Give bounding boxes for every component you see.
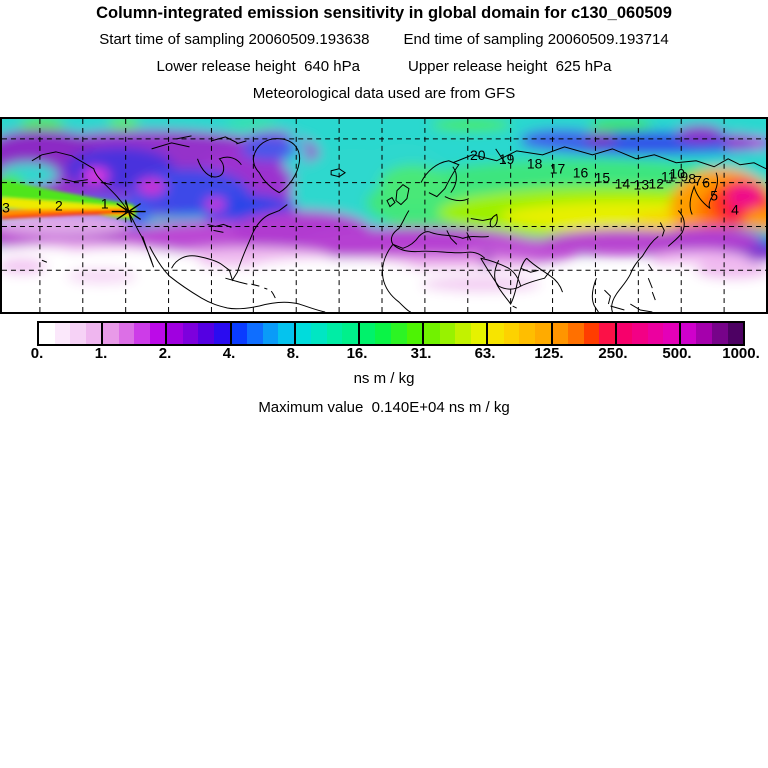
upper-release-label: Upper release height 625 hPa bbox=[408, 58, 612, 75]
trajectory-day-label: 11 bbox=[661, 169, 676, 185]
colorbar-tick-label: 1000. bbox=[722, 345, 760, 362]
colorbar-cell bbox=[696, 323, 712, 344]
colorbar-cell bbox=[247, 323, 263, 344]
colorbar-cell bbox=[165, 323, 183, 344]
colorbar-cell bbox=[326, 323, 343, 344]
graticule-gridlines bbox=[2, 119, 766, 312]
colorbar-cell bbox=[678, 323, 697, 344]
colorbar-tick-label: 31. bbox=[410, 345, 432, 362]
start-time-label: Start time of sampling 20060509.193638 bbox=[99, 31, 370, 48]
colorbar-cell bbox=[647, 323, 664, 344]
colorbar bbox=[37, 321, 745, 346]
colorbar-cell bbox=[278, 323, 294, 344]
colorbar-tick-label: 2. bbox=[158, 345, 172, 362]
colorbar-cell bbox=[101, 323, 119, 344]
lower-release-label: Lower release height 640 hPa bbox=[156, 58, 360, 75]
trajectory-day-label: 16 bbox=[573, 165, 589, 181]
colorbar-tick-labels: 0. 1. 2. 4. 8. 16. 31. 63. 125. 250. 500. 1000. bbox=[31, 345, 760, 363]
trajectory-day-label: 6 bbox=[702, 175, 710, 191]
colorbar-units-label: ns m / kg bbox=[353, 370, 415, 387]
colorbar-cell bbox=[149, 323, 166, 344]
trajectory-day-label: 20 bbox=[470, 147, 486, 163]
colorbar-tick-label: 500. bbox=[662, 345, 692, 362]
colorbar-cell bbox=[406, 323, 423, 344]
trajectory-day-label: 5 bbox=[710, 188, 718, 204]
sampling-time-row: Start time of sampling 20060509.193638 E… bbox=[0, 31, 768, 48]
colorbar-tick-label: 16. bbox=[346, 345, 368, 362]
colorbar-cell bbox=[342, 323, 358, 344]
trajectory-day-label: 1 bbox=[101, 196, 109, 212]
end-time-label: End time of sampling 20060509.193714 bbox=[403, 31, 669, 48]
colorbar-cell bbox=[134, 323, 150, 344]
colorbar-cell bbox=[503, 323, 520, 344]
trajectory-day-label: 2 bbox=[55, 198, 63, 214]
colorbar-cell bbox=[470, 323, 487, 344]
colorbar-tick-label: 125. bbox=[534, 345, 564, 362]
trajectory-day-label: 9 bbox=[680, 169, 688, 185]
sensitivity-map: 1 2 3 4 5 6 7 8 9 10 11 12 13 14 15 16 17 18 19 20 bbox=[0, 117, 768, 314]
colorbar-cell bbox=[568, 323, 584, 344]
colorbar-tick-label: 1. bbox=[94, 345, 108, 362]
colorbar-cell bbox=[519, 323, 535, 344]
colorbar-tick-label: 63. bbox=[474, 345, 496, 362]
max-value-label: Maximum value 0.140E+04 ns m / kg bbox=[258, 399, 510, 416]
colorbar-cell bbox=[375, 323, 392, 344]
colorbar-cell bbox=[422, 323, 440, 344]
colorbar-cell bbox=[293, 323, 312, 344]
colorbar-cell bbox=[727, 323, 744, 344]
colorbar-cell bbox=[534, 323, 551, 344]
colorbar-cell bbox=[229, 323, 248, 344]
trajectory-day-label: 3 bbox=[2, 200, 10, 216]
met-data-label: Meteorological data used are from GFS bbox=[252, 85, 516, 102]
colorbar-cell bbox=[198, 323, 215, 344]
colorbar-cell bbox=[39, 323, 55, 344]
colorbar-cell bbox=[118, 323, 135, 344]
colorbar-tick-label: 4. bbox=[222, 345, 236, 362]
colorbar-cell bbox=[262, 323, 279, 344]
colorbar-tick-label: 8. bbox=[286, 345, 300, 362]
colorbar-cell bbox=[391, 323, 407, 344]
trajectory-day-label: 14 bbox=[615, 176, 631, 192]
colorbar-cell bbox=[70, 323, 86, 344]
trajectory-day-label: 19 bbox=[499, 151, 515, 167]
trajectory-day-label: 10 bbox=[669, 166, 685, 182]
colorbar-cell bbox=[599, 323, 615, 344]
colorbar-cell bbox=[614, 323, 633, 344]
colorbar-tick-label: 0. bbox=[30, 345, 44, 362]
trajectory-day-label: 12 bbox=[649, 176, 665, 192]
colorbar-cell bbox=[486, 323, 504, 344]
trajectory-day-label: 13 bbox=[634, 177, 650, 193]
colorbar-cell bbox=[439, 323, 456, 344]
trajectory-day-label: 7 bbox=[694, 173, 702, 189]
colorbar-cell bbox=[54, 323, 71, 344]
colorbar-cell bbox=[632, 323, 648, 344]
trajectory-day-label: 17 bbox=[550, 161, 566, 177]
colorbar-cell bbox=[311, 323, 327, 344]
trajectory-day-label: 8 bbox=[688, 171, 696, 187]
release-point-marker bbox=[111, 200, 146, 223]
colorbar-cell bbox=[455, 323, 471, 344]
colorbar-cell bbox=[214, 323, 230, 344]
trajectory-day-label: 15 bbox=[595, 170, 611, 186]
trajectory-day-label: 18 bbox=[527, 156, 543, 172]
trajectory-day-label: 4 bbox=[731, 202, 739, 218]
colorbar-cell bbox=[663, 323, 679, 344]
colorbar-cell bbox=[550, 323, 569, 344]
colorbar-cell bbox=[711, 323, 728, 344]
page-title: Column-integrated emission sensitivity i… bbox=[96, 4, 672, 22]
sensitivity-field bbox=[2, 119, 766, 312]
colorbar-tick-label: 250. bbox=[598, 345, 628, 362]
colorbar-cell bbox=[583, 323, 600, 344]
colorbar-cell bbox=[182, 323, 199, 344]
colorbar-cell bbox=[357, 323, 376, 344]
colorbar-cell bbox=[85, 323, 102, 344]
release-height-row: Lower release height 640 hPa Upper relea… bbox=[0, 58, 768, 75]
release-plume bbox=[2, 180, 137, 220]
